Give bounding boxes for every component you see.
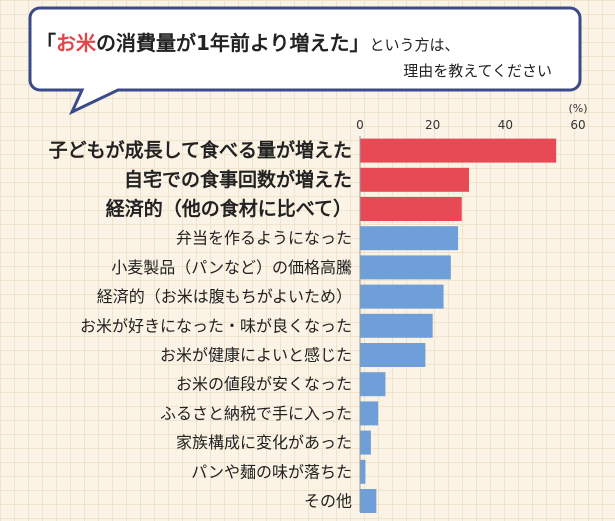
category-label: 小麦製品（パンなど）の価格高騰	[111, 258, 352, 277]
category-label: 自宅での食事回数が増えた	[124, 168, 352, 191]
category-label: 弁当を作るようになった	[176, 229, 352, 248]
x-axis-ticks: 0 20 40 60	[356, 118, 585, 132]
bar	[360, 489, 377, 513]
question-highlight: お米	[56, 31, 97, 55]
question-line-2: 理由を教えてください	[403, 62, 552, 80]
category-label: お米の値段が安くなった	[176, 375, 352, 394]
category-label: 子どもが成長して食べる量が増えた	[49, 139, 352, 162]
x-tick-label: 40	[498, 118, 513, 132]
bar	[360, 459, 366, 484]
category-label: お米が健康によいと感じた	[160, 346, 352, 365]
category-label: パンや麺の味が落ちた	[191, 462, 352, 481]
category-label: 経済的（お米は腹もちがよいため）	[97, 287, 352, 306]
question-close-bracket: 」	[350, 31, 370, 55]
category-label: ふるさと納税で手に入った	[160, 404, 352, 423]
category-label: 家族構成に変化があった	[176, 433, 352, 452]
x-tick-label: 0	[356, 118, 364, 132]
bar	[360, 401, 379, 426]
bar	[360, 284, 444, 309]
category-label: お米が好きになった・味が良くなった	[80, 316, 352, 335]
category-label: 経済的（他の食材に比べて）	[106, 197, 352, 220]
x-tick-label: 20	[425, 118, 440, 132]
bar	[360, 255, 451, 280]
question-line-1: 「お米の消費量が1年前より増えた」という方は、	[36, 31, 460, 55]
category-label: その他	[304, 492, 352, 511]
bar	[360, 343, 426, 367]
question-bubble: 「お米の消費量が1年前より増えた」という方は、 理由を教えてください	[28, 6, 582, 116]
bar	[360, 197, 462, 221]
bubble-shape	[28, 6, 582, 116]
x-tick-label: 60	[570, 118, 585, 132]
bar	[360, 372, 386, 397]
question-open-bracket: 「	[36, 31, 56, 55]
bar	[360, 313, 433, 338]
question-suffix: という方は、	[370, 36, 460, 54]
bar	[360, 167, 469, 192]
bar	[360, 226, 459, 251]
bars-group	[360, 138, 557, 513]
unit-label: (%)	[568, 102, 587, 115]
bar	[360, 138, 557, 163]
bar	[360, 430, 371, 455]
category-labels: 子どもが成長して食べる量が増えた自宅での食事回数が増えた経済的（他の食材に比べて…	[49, 139, 352, 511]
question-main: の消費量が1年前より増えた	[96, 31, 350, 55]
